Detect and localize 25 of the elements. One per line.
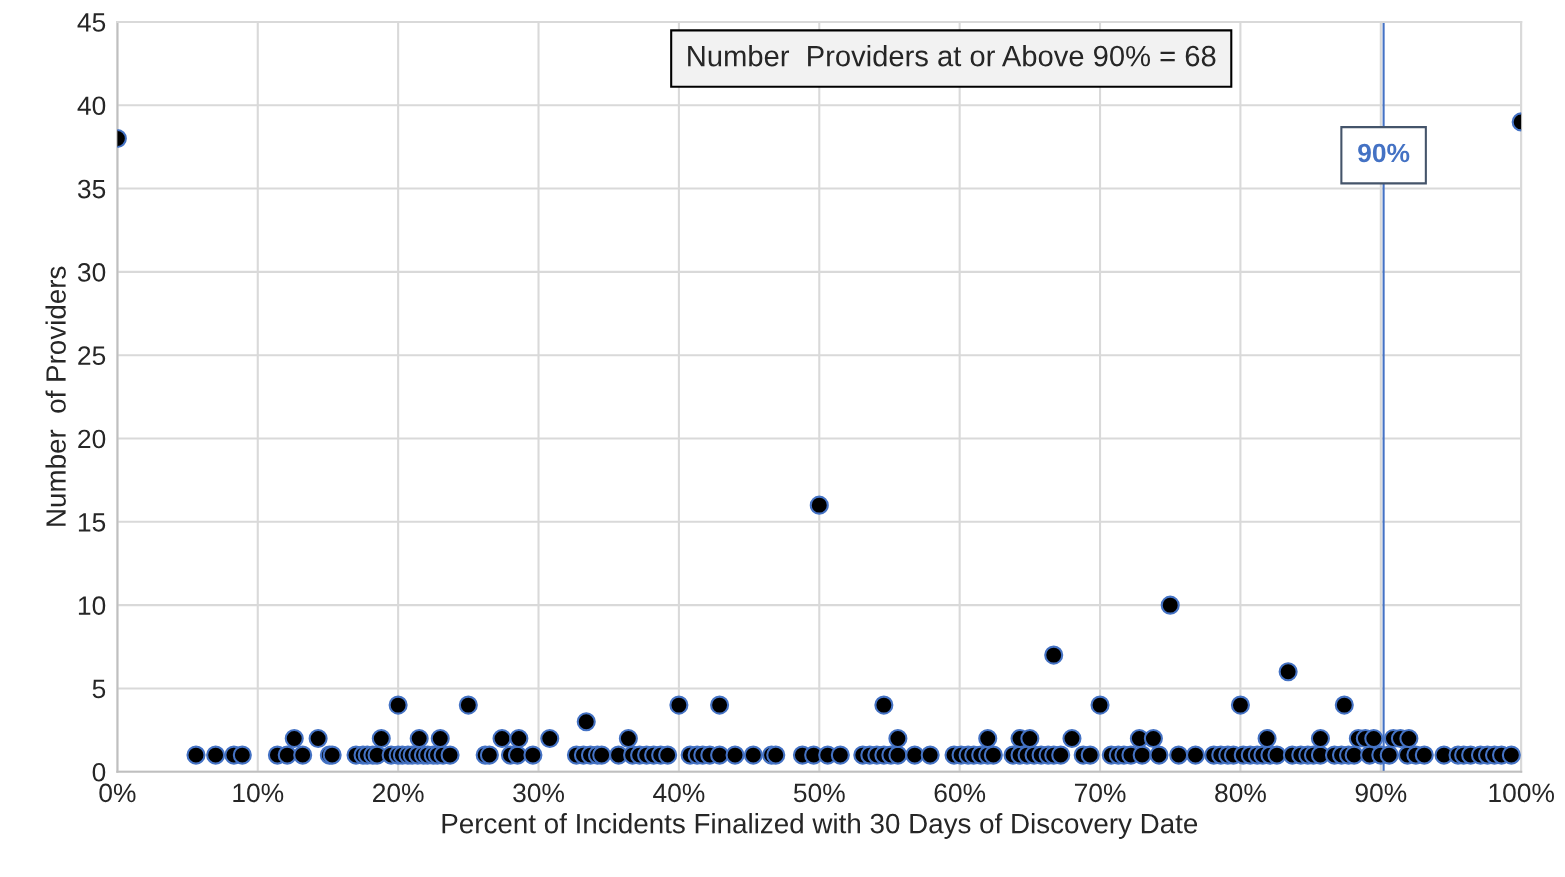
- x-tick-label: 50%: [793, 783, 845, 803]
- y-tick-label: 5: [92, 679, 106, 699]
- y-tick-label: 45: [77, 13, 106, 32]
- y-axis-title: Number of Providers: [45, 266, 66, 526]
- y-tick-label: 15: [78, 513, 106, 532]
- annotation: Number Providers at or Above 90% = 68: [688, 44, 1216, 67]
- x-tick-label: 60%: [934, 783, 986, 803]
- x-tick-label: 0%: [99, 783, 136, 803]
- x-tick-label: 30%: [513, 783, 564, 803]
- x-tick-label: 20%: [373, 783, 424, 803]
- ref-line-label: 90%: [1358, 143, 1410, 163]
- y-tick-label: 35: [77, 179, 106, 199]
- x-tick-label: 90%: [1355, 783, 1407, 803]
- y-tick-label: 0: [92, 762, 106, 782]
- x-tick-label: 70%: [1074, 783, 1126, 803]
- x-tick-label: 100%: [1489, 783, 1554, 803]
- y-tick-label: 40: [77, 96, 106, 116]
- x-tick-label: 10%: [233, 783, 284, 803]
- y-tick-label: 10: [78, 596, 106, 615]
- x-tick-label: 80%: [1215, 783, 1266, 803]
- x-tick-label: 40%: [653, 783, 705, 803]
- y-tick-label: 20: [78, 429, 106, 449]
- y-tick-label: 25: [78, 346, 106, 366]
- x-axis-title: Percent of Incidents Finalized with 30 Days of Discovery Date: [442, 813, 1198, 839]
- y-tick-label: 30: [77, 263, 106, 282]
